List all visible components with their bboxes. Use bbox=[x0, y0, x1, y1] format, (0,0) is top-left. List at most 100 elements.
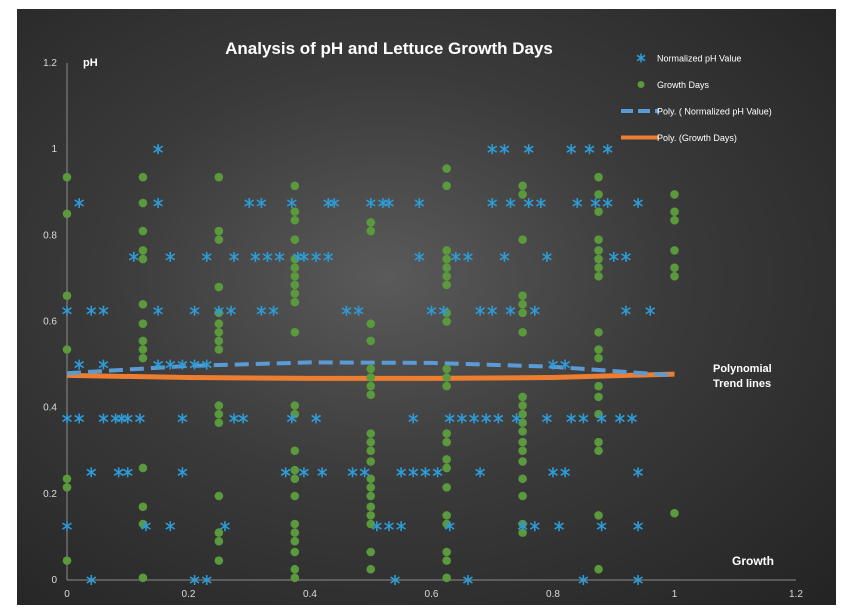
growth-days-point bbox=[290, 297, 300, 307]
growth-days-point bbox=[138, 502, 148, 512]
growth-days-point bbox=[442, 181, 451, 191]
growth-days-point bbox=[594, 254, 603, 264]
legend-circle-icon bbox=[637, 81, 645, 88]
growth-days-point bbox=[366, 226, 376, 236]
ph-value-point bbox=[113, 467, 124, 478]
ph-value-point bbox=[529, 521, 540, 532]
growth-days-point bbox=[290, 263, 300, 272]
ph-value-point bbox=[487, 305, 498, 316]
growth-days-point bbox=[594, 437, 603, 447]
ph-value-point bbox=[371, 521, 382, 532]
y-tick-label: 1 bbox=[51, 144, 57, 155]
ph-value-point bbox=[535, 198, 546, 209]
ph-value-point bbox=[554, 521, 565, 532]
growth-days-point bbox=[442, 271, 451, 281]
growth-days-point bbox=[214, 336, 224, 346]
growth-days-point bbox=[214, 319, 224, 328]
growth-days-point bbox=[442, 429, 451, 438]
ph-value-point bbox=[177, 359, 188, 370]
legend-item: Normalized pH Value bbox=[636, 53, 741, 64]
x-tick-label: 0 bbox=[64, 589, 70, 600]
growth-days-point bbox=[442, 254, 451, 264]
growth-days-point bbox=[594, 446, 603, 456]
ph-value-point bbox=[584, 144, 595, 155]
growth-days-point bbox=[290, 215, 300, 225]
y-tick-label: 0 bbox=[51, 575, 57, 586]
growth-days-point bbox=[366, 429, 376, 438]
growth-days-point bbox=[594, 409, 603, 419]
growth-days-point bbox=[366, 381, 376, 391]
growth-days-point bbox=[138, 246, 148, 255]
growth-days-point bbox=[670, 508, 679, 518]
growth-days-point bbox=[62, 556, 72, 565]
growth-days-point bbox=[594, 327, 603, 337]
growth-days-point bbox=[442, 373, 451, 382]
ph-value-point bbox=[596, 521, 607, 532]
growth-days-point bbox=[62, 483, 72, 492]
growth-days-point bbox=[214, 345, 224, 354]
ph-value-point bbox=[201, 359, 212, 370]
ph-value-point bbox=[201, 575, 212, 585]
growth-days-point bbox=[518, 491, 527, 501]
legend-label: Growth Days bbox=[657, 80, 710, 90]
growth-days-point bbox=[62, 474, 72, 484]
growth-days-point bbox=[214, 556, 224, 565]
growth-days-point bbox=[366, 437, 376, 447]
ph-value-point bbox=[256, 305, 267, 316]
ph-value-point bbox=[620, 305, 631, 316]
x-tick-label: 1 bbox=[672, 589, 678, 600]
x-tick-label: 0.8 bbox=[546, 589, 560, 600]
annotation-line-1: Polynomial bbox=[713, 363, 772, 375]
growth-days-point bbox=[290, 289, 300, 298]
growth-days-point bbox=[62, 172, 72, 182]
ph-value-point bbox=[347, 467, 358, 478]
ph-value-point bbox=[298, 251, 309, 262]
growth-days-point bbox=[62, 345, 72, 354]
ph-value-point bbox=[627, 413, 637, 424]
growth-days-point bbox=[594, 246, 603, 255]
y-tick-label: 1.2 bbox=[43, 58, 57, 69]
ph-value-point bbox=[463, 575, 473, 585]
growth-days-point bbox=[138, 226, 148, 236]
growth-days-point bbox=[670, 271, 679, 281]
ph-value-point bbox=[469, 413, 479, 424]
ph-value-point bbox=[86, 305, 97, 316]
ph-value-point bbox=[268, 305, 279, 316]
ph-value-point bbox=[578, 413, 589, 424]
growth-days-point bbox=[594, 263, 603, 272]
growth-days-point bbox=[518, 474, 527, 484]
growth-days-point bbox=[670, 263, 679, 272]
growth-days-point bbox=[366, 373, 376, 382]
ph-value-point bbox=[165, 521, 176, 532]
growth-days-point bbox=[594, 392, 603, 402]
growth-days-point bbox=[670, 215, 679, 225]
growth-days-point bbox=[214, 327, 224, 337]
growth-days-point bbox=[442, 263, 451, 272]
ph-value-point bbox=[311, 251, 322, 262]
growth-days-point bbox=[366, 519, 376, 529]
growth-days-point bbox=[442, 280, 451, 290]
ph-value-point bbox=[505, 305, 516, 316]
growth-days-point bbox=[214, 235, 224, 244]
growth-days-point bbox=[214, 409, 224, 419]
growth-days-point bbox=[138, 336, 148, 346]
growth-days-point bbox=[290, 536, 300, 546]
growth-days-point bbox=[214, 491, 224, 501]
ph-value-point bbox=[86, 575, 97, 585]
ph-value-point bbox=[153, 305, 164, 316]
growth-days-point bbox=[290, 235, 300, 244]
ph-value-point bbox=[229, 251, 240, 262]
growth-days-point bbox=[366, 491, 376, 501]
growth-days-point bbox=[518, 401, 527, 410]
y-tick-labels: 0 0.2 0.4 0.6 0.8 1 1.2 bbox=[43, 58, 57, 586]
ph-value-point bbox=[608, 251, 619, 262]
ph-value-point bbox=[189, 305, 200, 316]
growth-days-point bbox=[290, 401, 300, 410]
ph-value-point bbox=[110, 413, 121, 424]
growth-days-point bbox=[518, 190, 527, 199]
growth-days-point bbox=[290, 491, 300, 501]
growth-days-point bbox=[518, 181, 527, 191]
growth-days-point bbox=[518, 437, 527, 447]
growth-days-point bbox=[518, 446, 527, 456]
growth-days-point bbox=[518, 528, 527, 537]
